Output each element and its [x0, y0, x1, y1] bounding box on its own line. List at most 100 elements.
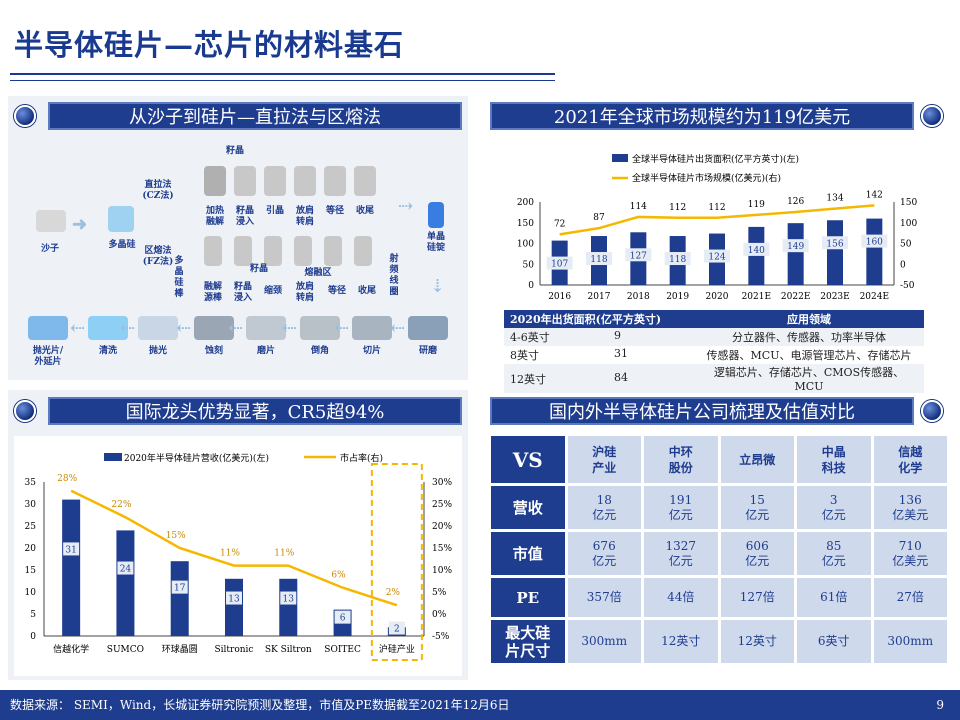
y-tick-right: 100	[900, 219, 917, 229]
flow-label-melt_rod: 融解 源棒	[203, 282, 222, 303]
y-tick-left: 100	[517, 240, 534, 250]
line-label: 112	[708, 203, 725, 213]
y-tick-right: 0	[900, 260, 906, 270]
table-row: PE 357倍 44倍 127倍 61倍 27倍	[488, 575, 950, 620]
bar-label-bg	[226, 591, 242, 605]
table-cell: 27倍	[870, 575, 950, 620]
flow-label-seed_in2: 籽晶 浸入	[233, 282, 252, 303]
bar-label-bg	[63, 542, 80, 556]
y-tick-left: 30	[25, 500, 37, 510]
y-tick-right: -50	[900, 281, 915, 291]
share-panel-header: 国际龙头优势显著，CR5超94%	[48, 397, 462, 425]
x-tick: 信越化学	[53, 643, 89, 655]
table-cell: 分立器件、传感器、功率半导体	[732, 331, 886, 344]
flow-label-tail2: 收尾	[357, 286, 376, 296]
flow-label-body2: 等径	[327, 286, 346, 296]
table-header: 2020年出货面积(亿平方英寸)	[510, 313, 662, 326]
y-tick-right: 5%	[432, 588, 447, 598]
source-note: 数据来源： SEMI，Wind，长城证券研究院预测及整理，市值及PE数据截至20…	[10, 698, 510, 712]
x-tick: 2018	[627, 292, 650, 302]
table-row: 8英寸 31 传感器、MCU、电源管理芯片、存储芯片	[504, 346, 924, 364]
wafer-step-image	[352, 316, 392, 340]
table-cell: 18 亿元	[564, 483, 644, 532]
cz-furnace-image	[234, 166, 256, 196]
table-cell: 1327 亿元	[641, 529, 721, 578]
bar	[170, 561, 189, 636]
arrow-left-icon: ⇠	[390, 318, 406, 339]
market-chart: 全球半导体硅片出货面积(亿平方英寸)(左) 全球半导体硅片市场规模(亿美元)(右)…	[517, 153, 918, 302]
y-tick-left: 10	[25, 588, 37, 598]
bar-label: 17	[174, 584, 186, 594]
share-chart: 2020年半导体硅片营收(亿美元)(左) 市占率(右) 0 5 10 15 20 25 30 35…	[14, 436, 462, 676]
x-tick: SK Siltron	[265, 645, 312, 655]
bar-label-bg	[334, 610, 351, 624]
bar-label-bg	[625, 248, 652, 262]
share-label: 22%	[111, 500, 131, 510]
bar-label: 156	[826, 239, 843, 249]
share-label: 6%	[331, 571, 346, 581]
bar-label-bg	[822, 236, 848, 250]
y-tick-left: 20	[25, 544, 37, 554]
sand-image	[36, 210, 66, 232]
table-cell: 61倍	[794, 575, 874, 620]
flow-label-body: 等径	[325, 206, 344, 216]
x-tick: 2016	[548, 292, 571, 302]
bar-label: 31	[65, 545, 76, 555]
valuation-panel-header: 国内外半导体硅片公司梳理及估值对比	[490, 397, 914, 425]
table-cell: 710 亿美元	[870, 529, 950, 578]
wafer-step-image	[300, 316, 340, 340]
legend-swatch-area	[612, 154, 628, 162]
bar-label: 24	[120, 565, 132, 575]
flow-label-bevel: 倒角	[310, 346, 329, 356]
table-cell: 127倍	[717, 575, 797, 620]
arrow-right-icon: ⇢	[398, 196, 414, 217]
flow-label-sand: 沙子	[40, 244, 59, 254]
process-panel-header: 从沙子到硅片—直拉法与区熔法	[48, 102, 462, 130]
y-tick-left: 15	[25, 566, 37, 576]
table-cell: 12英寸	[510, 372, 546, 386]
table-cell: 6英寸	[794, 617, 874, 666]
legend-revenue: 2020年半导体硅片营收(亿美元)(左)	[124, 452, 269, 464]
cz-furnace-image	[354, 166, 376, 196]
x-tick: 2017	[588, 292, 611, 302]
y-tick-left: 150	[517, 219, 534, 229]
flow-label-heat_melt: 加热 融解	[205, 206, 224, 227]
arrow-left-icon: ⇠	[282, 318, 298, 339]
row-label: 最大硅 片尺寸	[488, 617, 568, 666]
vs-label: VS	[488, 433, 568, 486]
bar-label: 107	[551, 260, 568, 270]
y-tick-right: 25%	[432, 500, 452, 510]
bar-label: 6	[340, 614, 346, 624]
share-label: 11%	[220, 549, 240, 559]
line-label: 134	[826, 194, 843, 204]
flow-label-poly: 多晶硅	[108, 240, 136, 250]
x-tick: 2023E	[820, 292, 849, 302]
bar-label: 124	[708, 253, 725, 263]
table-row: 市值 676 亿元 1327 亿元 606 亿元 85 亿元 710 亿美元	[488, 529, 950, 578]
bar-label-bg	[171, 580, 188, 594]
table-cell: 84	[614, 370, 628, 384]
y-tick-right: 20%	[432, 522, 452, 532]
legend-share: 市占率(右)	[340, 452, 383, 464]
y-tick-right: 50	[900, 240, 912, 250]
arrow-right-icon: ➜	[72, 214, 88, 235]
bar-label-bg	[117, 561, 134, 575]
bar-label-bg	[743, 242, 770, 256]
application-table: 2020年出货面积(亿平方英寸) 应用领域 4-6英寸 9 分立器件、传感器、功率…	[504, 310, 924, 393]
flow-label-grind: 磨片	[256, 346, 275, 356]
line-label: 114	[630, 202, 647, 212]
x-tick: 沪硅产业	[379, 643, 415, 655]
wafer-step-image	[246, 316, 286, 340]
legend-swatch-revenue	[104, 453, 122, 461]
flow-label-tail: 收尾	[355, 206, 374, 216]
page-number: 9	[936, 698, 944, 712]
table-cell: 12英寸	[717, 617, 797, 666]
table-cell: 191 亿元	[641, 483, 721, 532]
table-header: 应用领域	[787, 313, 831, 326]
cz-furnace-image	[294, 166, 316, 196]
bullet-icon	[14, 105, 36, 127]
table-cell: 4-6英寸	[510, 331, 550, 344]
table-cell: 300mm	[564, 617, 644, 666]
y-tick-right: 150	[900, 198, 917, 208]
table-cell: 15 亿元	[717, 483, 797, 532]
